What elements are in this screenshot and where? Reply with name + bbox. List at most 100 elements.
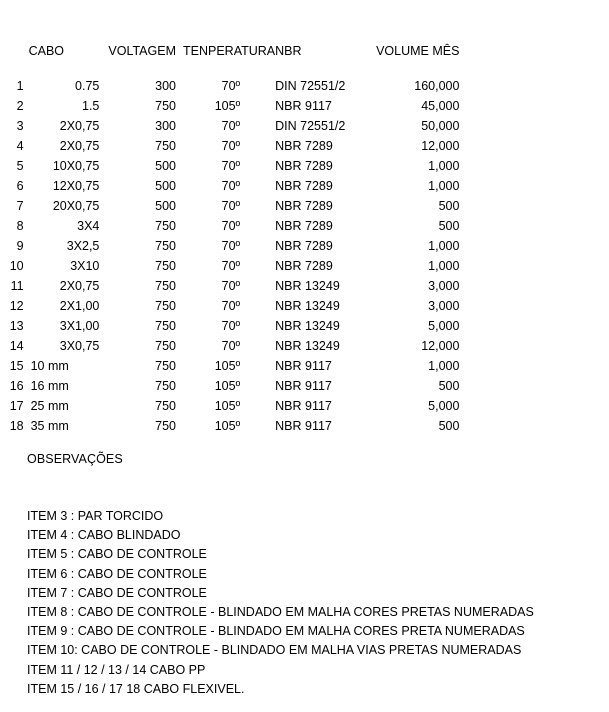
cell-volume-mes: 500 <box>438 219 460 233</box>
cell-pad <box>459 196 609 216</box>
cell-index: 17 <box>9 399 24 413</box>
cell-nbr: NBR 7289 <box>275 139 333 153</box>
cell-nbr: NBR 7289 <box>275 199 333 213</box>
cell-pad <box>459 76 609 96</box>
cell-volume-mes: 1,000 <box>428 159 460 173</box>
cell-pad <box>459 296 609 316</box>
cell-volume-mes: 45,000 <box>421 99 460 113</box>
cell-index: 12 <box>9 299 24 313</box>
cell-cabo: 3X10 <box>70 259 100 273</box>
cell-pad <box>459 236 609 256</box>
cell-pad <box>459 96 609 116</box>
cell-voltagem: 750 <box>155 419 176 433</box>
column-header-cabo: CABO <box>28 44 65 58</box>
cell-pad <box>459 336 609 356</box>
cell-voltagem: 750 <box>155 319 176 333</box>
cell-cabo: 2X0,75 <box>59 139 100 153</box>
cell-nbr: NBR 9117 <box>275 359 332 373</box>
cable-specification-table: CABO VOLTAGEM TENPERATURA NBR VOLUME MÊS… <box>0 40 609 436</box>
observation-item: ITEM 11 / 12 / 13 / 14 CABO PP <box>27 662 206 677</box>
cell-nbr: NBR 9117 <box>275 419 332 433</box>
cell-voltagem: 750 <box>155 299 176 313</box>
cell-temperatura: 70º <box>221 259 241 273</box>
observation-item: ITEM 9 : CABO DE CONTROLE - BLINDADO EM … <box>27 624 525 639</box>
cell-voltagem: 750 <box>155 339 176 353</box>
cell-index: 5 <box>16 159 24 173</box>
cell-nbr: DIN 72551/2 <box>275 119 346 133</box>
cell-nbr: NBR 13249 <box>275 279 340 293</box>
cell-temperatura: 70º <box>221 179 241 193</box>
cell-index: 13 <box>9 319 24 333</box>
cell-cabo: 3X1,00 <box>59 319 100 333</box>
observation-item: ITEM 5 : CABO DE CONTROLE <box>27 547 207 562</box>
cell-voltagem: 750 <box>155 399 176 413</box>
observation-item: ITEM 10: CABO DE CONTROLE - BLINDADO EM … <box>27 643 522 658</box>
observation-item: ITEM 6 : CABO DE CONTROLE <box>27 566 207 581</box>
observations-title: OBSERVAÇÕES <box>27 452 123 466</box>
cell-volume-mes: 5,000 <box>428 399 460 413</box>
table-row: 15 10 mm 750 105º NBR 9117 1,000 <box>0 356 609 376</box>
cell-index: 6 <box>16 179 24 193</box>
cell-temperatura: 70º <box>221 159 241 173</box>
cell-temperatura: 105º <box>214 399 241 413</box>
observations-block: OBSERVAÇÕES ITEM 3 : PAR TORCIDO ITEM 4 :… <box>27 450 587 696</box>
cell-nbr: NBR 7289 <box>275 159 333 173</box>
cell-temperatura: 70º <box>221 239 241 253</box>
cell-index: 14 <box>9 339 24 353</box>
cell-voltagem: 300 <box>155 79 176 93</box>
observations-list: ITEM 3 : PAR TORCIDO ITEM 4 : CABO BLINDA… <box>27 507 587 699</box>
table-row: 6 12X0,75 500 70º NBR 7289 1,000 <box>0 176 609 196</box>
table-row: 8 3X4 750 70º NBR 7289 500 <box>0 216 609 236</box>
table-row: 9 3X2,5 750 70º NBR 7289 1,000 <box>0 236 609 256</box>
column-header-volume-mes: VOLUME MÊS <box>376 44 460 58</box>
cell-voltagem: 500 <box>155 199 176 213</box>
cell-voltagem: 500 <box>155 179 176 193</box>
cell-temperatura: 105º <box>214 419 241 433</box>
cell-pad <box>459 416 609 436</box>
column-header-voltagem: VOLTAGEM <box>108 44 176 58</box>
cell-nbr: NBR 9117 <box>275 379 332 393</box>
cell-nbr: DIN 72551/2 <box>275 79 346 93</box>
cell-temperatura: 105º <box>214 359 241 373</box>
cell-volume-mes: 160,000 <box>414 79 460 93</box>
cell-cabo: 3X0,75 <box>59 339 100 353</box>
cell-voltagem: 750 <box>155 239 176 253</box>
cell-index: 18 <box>9 419 24 433</box>
cell-pad <box>459 396 609 416</box>
header-spacer-row <box>0 62 609 76</box>
table-row: 10 3X10 750 70º NBR 7289 1,000 <box>0 256 609 276</box>
table-row: 5 10X0,75 500 70º NBR 7289 1,000 <box>0 156 609 176</box>
table-row: 4 2X0,75 750 70º NBR 7289 12,000 <box>0 136 609 156</box>
cell-index: 9 <box>16 239 24 253</box>
table-body: 1 0.75 300 70º DIN 72551/2 160,000 2 1.5 750 105º… <box>0 76 609 436</box>
cell-pad <box>459 256 609 276</box>
table-header: CABO VOLTAGEM TENPERATURA NBR VOLUME MÊS <box>0 40 609 76</box>
cell-volume-mes: 1,000 <box>428 259 460 273</box>
column-header-index <box>0 40 27 62</box>
cell-pad <box>459 156 609 176</box>
cell-volume-mes: 12,000 <box>421 339 460 353</box>
table-header-row: CABO VOLTAGEM TENPERATURA NBR VOLUME MÊS <box>0 40 609 62</box>
cell-cabo: 12X0,75 <box>52 179 100 193</box>
cell-temperatura: 70º <box>221 199 241 213</box>
cell-temperatura: 70º <box>221 79 241 93</box>
cell-voltagem: 500 <box>155 159 176 173</box>
cell-temperatura: 70º <box>221 339 241 353</box>
cell-pad <box>459 136 609 156</box>
cell-voltagem: 750 <box>155 279 176 293</box>
cell-cabo: 16 mm <box>30 379 69 393</box>
cell-cabo: 2X1,00 <box>59 299 100 313</box>
cell-temperatura: 105º <box>214 99 241 113</box>
column-header-temperatura: TENPERATURA <box>183 44 276 58</box>
cell-cabo: 10 mm <box>30 359 69 373</box>
cell-volume-mes: 1,000 <box>428 359 460 373</box>
table-row: 16 16 mm 750 105º NBR 9117 500 <box>0 376 609 396</box>
observation-item: ITEM 8 : CABO DE CONTROLE - BLINDADO EM … <box>27 605 534 620</box>
cell-index: 7 <box>16 199 24 213</box>
cell-nbr: NBR 13249 <box>275 319 340 333</box>
cell-cabo: 2X0,75 <box>59 119 100 133</box>
observation-item: ITEM 15 / 16 / 17 18 CABO FLEXIVEL. <box>27 681 245 696</box>
cell-temperatura: 105º <box>214 379 241 393</box>
cell-voltagem: 300 <box>155 119 176 133</box>
cell-index: 4 <box>16 139 24 153</box>
